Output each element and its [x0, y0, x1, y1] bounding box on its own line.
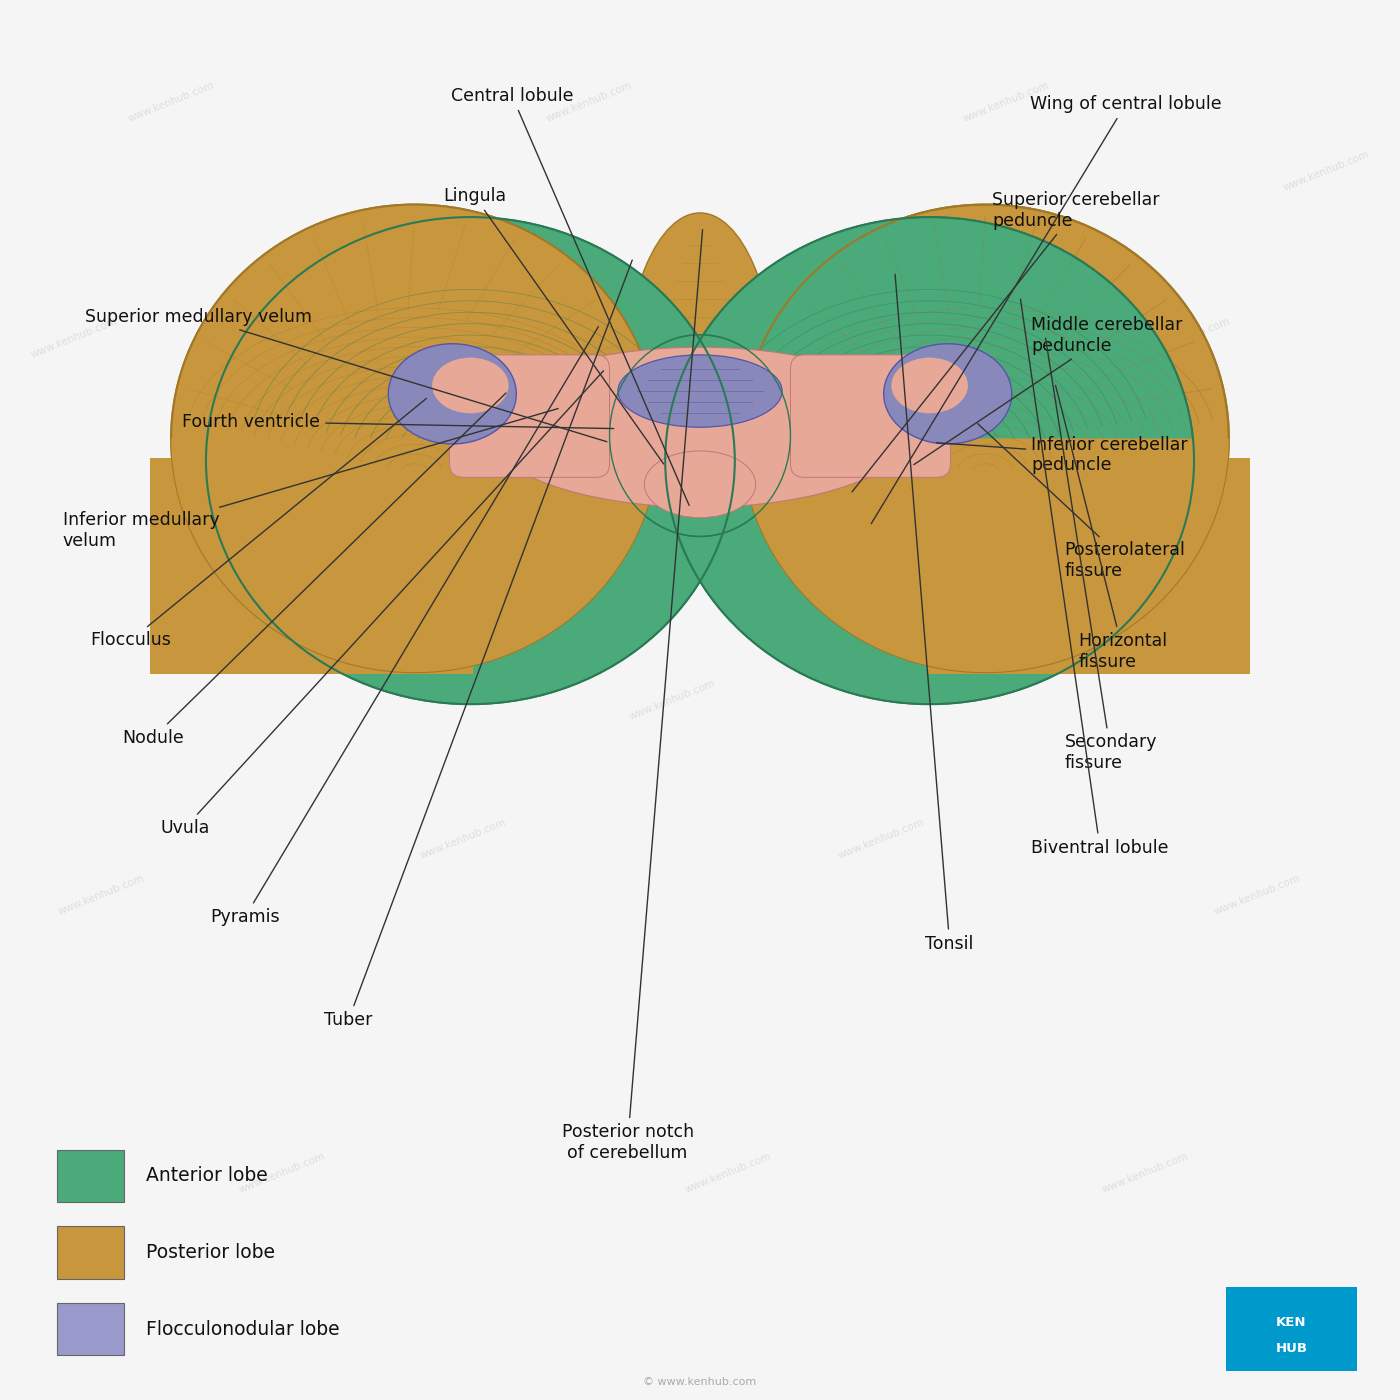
Text: Flocculus: Flocculus — [91, 399, 427, 650]
Ellipse shape — [617, 354, 783, 427]
Text: www.kenhub.com: www.kenhub.com — [238, 1151, 328, 1196]
Text: Posterior lobe: Posterior lobe — [146, 1243, 276, 1261]
Ellipse shape — [433, 357, 508, 413]
Text: Middle cerebellar
peduncle: Middle cerebellar peduncle — [914, 316, 1183, 465]
Text: Inferior medullary
velum: Inferior medullary velum — [63, 409, 559, 550]
Text: Central lobule: Central lobule — [451, 87, 689, 505]
Bar — [927, 458, 1250, 673]
Text: Horizontal
fissure: Horizontal fissure — [1056, 385, 1168, 671]
Ellipse shape — [883, 344, 1012, 444]
Text: Flocculonodular lobe: Flocculonodular lobe — [146, 1320, 340, 1338]
Bar — [150, 458, 473, 673]
Text: www.kenhub.com: www.kenhub.com — [627, 678, 717, 722]
Text: www.kenhub.com: www.kenhub.com — [349, 288, 438, 332]
Text: www.kenhub.com: www.kenhub.com — [836, 818, 925, 861]
Text: Uvula: Uvula — [160, 371, 603, 837]
Ellipse shape — [171, 204, 658, 672]
Ellipse shape — [609, 335, 791, 536]
Ellipse shape — [171, 204, 658, 672]
FancyBboxPatch shape — [57, 1302, 123, 1355]
Text: Secondary
fissure: Secondary fissure — [1046, 339, 1158, 773]
Text: Superior cerebellar
peduncle: Superior cerebellar peduncle — [853, 190, 1159, 491]
Ellipse shape — [484, 347, 916, 507]
Text: Superior medullary velum: Superior medullary velum — [85, 308, 606, 442]
Text: Inferior cerebellar
peduncle: Inferior cerebellar peduncle — [937, 435, 1187, 475]
Text: www.kenhub.com: www.kenhub.com — [1100, 1151, 1190, 1196]
Text: Pyramis: Pyramis — [210, 326, 598, 927]
Text: Posterolateral
fissure: Posterolateral fissure — [977, 424, 1186, 580]
Text: www.kenhub.com: www.kenhub.com — [1281, 150, 1371, 193]
FancyBboxPatch shape — [1226, 1287, 1357, 1371]
FancyBboxPatch shape — [791, 354, 951, 477]
Ellipse shape — [644, 451, 756, 518]
FancyBboxPatch shape — [57, 1226, 123, 1280]
Text: KEN: KEN — [1277, 1316, 1306, 1329]
Polygon shape — [742, 438, 1229, 672]
Text: Wing of central lobule: Wing of central lobule — [871, 95, 1221, 524]
Text: Biventral lobule: Biventral lobule — [1021, 300, 1169, 857]
Text: www.kenhub.com: www.kenhub.com — [683, 1151, 773, 1196]
Ellipse shape — [892, 357, 967, 413]
Text: www.kenhub.com: www.kenhub.com — [545, 80, 633, 123]
Text: www.kenhub.com: www.kenhub.com — [29, 316, 119, 360]
Text: Anterior lobe: Anterior lobe — [146, 1166, 267, 1186]
Text: www.kenhub.com: www.kenhub.com — [1072, 595, 1162, 638]
Text: www.kenhub.com: www.kenhub.com — [1142, 316, 1232, 360]
Text: www.kenhub.com: www.kenhub.com — [126, 80, 216, 123]
Text: www.kenhub.com: www.kenhub.com — [196, 595, 286, 638]
Text: Posterior notch
of cerebellum: Posterior notch of cerebellum — [561, 230, 703, 1162]
Text: www.kenhub.com: www.kenhub.com — [962, 80, 1051, 123]
Text: Lingula: Lingula — [442, 188, 664, 463]
Text: Tuber: Tuber — [325, 260, 633, 1029]
Text: Tonsil: Tonsil — [895, 274, 974, 952]
Text: www.kenhub.com: www.kenhub.com — [419, 818, 508, 861]
Ellipse shape — [388, 344, 517, 444]
FancyBboxPatch shape — [57, 1149, 123, 1203]
Text: HUB: HUB — [1275, 1343, 1308, 1355]
Text: Nodule: Nodule — [122, 393, 505, 746]
Polygon shape — [171, 438, 658, 672]
Text: © www.kenhub.com: © www.kenhub.com — [644, 1378, 756, 1387]
FancyBboxPatch shape — [449, 354, 609, 477]
Ellipse shape — [742, 204, 1229, 672]
Text: www.kenhub.com: www.kenhub.com — [1212, 874, 1301, 917]
Text: www.kenhub.com: www.kenhub.com — [767, 288, 855, 332]
Ellipse shape — [623, 213, 777, 575]
Text: Fourth ventricle: Fourth ventricle — [182, 413, 613, 431]
Ellipse shape — [665, 217, 1194, 704]
Text: www.kenhub.com: www.kenhub.com — [57, 874, 146, 917]
Ellipse shape — [206, 217, 735, 704]
